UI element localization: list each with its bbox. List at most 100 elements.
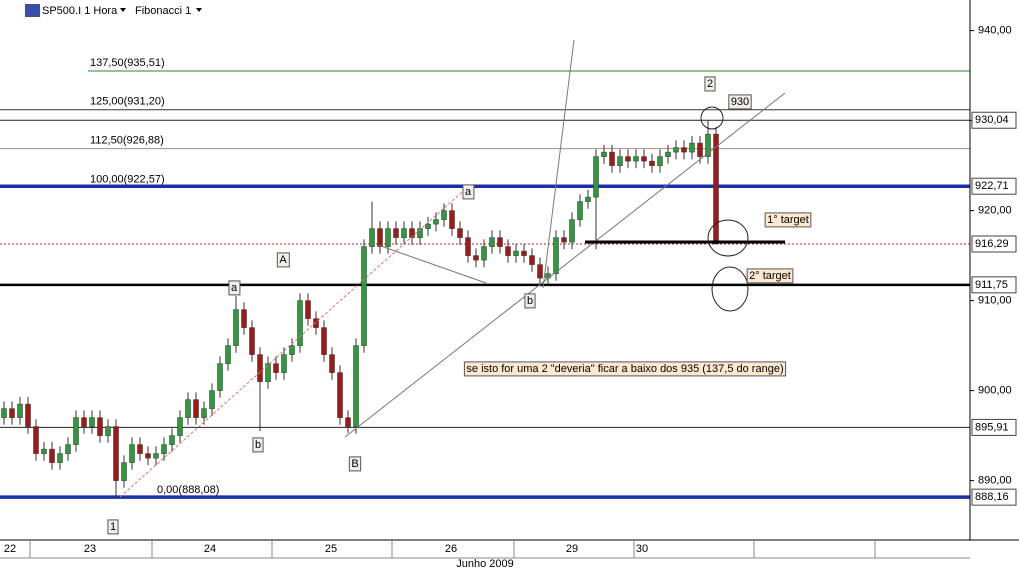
candle-body <box>337 372 343 418</box>
annotation: 2° target <box>749 270 791 282</box>
candle-body <box>137 444 143 454</box>
candle-body <box>513 250 519 256</box>
dropdown-arrow[interactable] <box>196 8 202 12</box>
candle-body <box>353 345 359 427</box>
candle-body <box>321 327 327 355</box>
x-tick-label: 30 <box>636 543 648 555</box>
candle-body <box>377 228 383 247</box>
price-badge <box>971 488 1017 506</box>
candle-body <box>129 444 135 463</box>
candle-body <box>537 264 543 279</box>
candle-body <box>289 345 295 355</box>
candle-body <box>609 151 615 166</box>
candle-body <box>489 237 495 247</box>
candle-body <box>457 228 463 238</box>
price-badge-label: 895,91 <box>975 421 1009 433</box>
y-tick-label: 890,00 <box>978 475 1012 487</box>
candle-body <box>713 133 719 245</box>
candle-body <box>193 399 199 418</box>
price-badge <box>971 111 1017 129</box>
trend-line <box>344 92 786 438</box>
candle-body <box>497 237 503 247</box>
candle-body <box>201 408 207 418</box>
y-tick-label: 910,00 <box>978 295 1012 307</box>
candle-body <box>249 327 255 355</box>
candle-body <box>449 210 455 229</box>
price-badge-label: 916,29 <box>975 238 1009 250</box>
price-badge-label: 888,16 <box>975 491 1009 503</box>
annotations: 2 930 a Aa b b B 1 1° target 2° target se isto for… <box>107 76 812 535</box>
fib-label: 137,50(935,51) <box>90 57 165 69</box>
candle-body <box>393 228 399 238</box>
candle-body <box>417 228 423 238</box>
candle-body <box>169 435 175 445</box>
annotation: b <box>255 439 261 451</box>
candle-body <box>313 318 319 328</box>
candle-body <box>305 300 311 319</box>
candle-body <box>409 228 415 238</box>
candle-body <box>617 156 623 166</box>
x-tick-label: 24 <box>204 543 216 555</box>
candle-body <box>233 309 239 346</box>
price-badge <box>971 235 1017 253</box>
annotation-box <box>463 361 787 377</box>
candle-body <box>81 417 87 427</box>
candle-body <box>113 426 119 481</box>
fib-label: 125,00(931,20) <box>90 96 165 108</box>
candle-body <box>657 156 663 166</box>
candle-body <box>97 417 103 436</box>
price-badge <box>971 276 1017 294</box>
candle-body <box>529 255 535 265</box>
y-tick-label: 940,00 <box>978 25 1012 37</box>
candle-body <box>41 448 47 454</box>
fib-label: 112,50(926,88) <box>90 135 164 147</box>
annotation: b <box>527 295 533 307</box>
annotation-box <box>228 280 241 296</box>
circle-mark <box>707 219 749 257</box>
candle-body <box>369 228 375 247</box>
price-badge-label: 930,04 <box>975 114 1009 126</box>
candle-body <box>521 250 527 256</box>
annotation-box <box>704 76 716 92</box>
annotation: 2 <box>707 78 713 90</box>
candle-body <box>161 444 167 454</box>
candle-body <box>257 354 263 382</box>
candle-body <box>329 354 335 373</box>
candle-body <box>465 237 471 256</box>
chart-title[interactable]: SP500.I 1 Hora <box>42 5 118 17</box>
annotation: 1 <box>110 521 116 533</box>
fib-label: 100,00(922,57) <box>90 173 165 185</box>
candle-body <box>241 309 247 328</box>
candle-body <box>681 147 687 153</box>
annotation-box <box>764 212 812 228</box>
candle-body <box>633 156 639 162</box>
candle-body <box>385 228 391 247</box>
annotation-box <box>348 456 362 472</box>
candle-body <box>561 237 567 243</box>
candle-body <box>689 142 695 153</box>
indicator-name[interactable]: Fibonacci 1 <box>135 5 191 17</box>
candle-body <box>673 147 679 153</box>
price-badge <box>971 177 1017 195</box>
annotation-box <box>524 293 536 309</box>
trend-line <box>119 184 471 498</box>
candle-body <box>185 399 191 418</box>
y-tick-label: 900,00 <box>978 385 1012 397</box>
annotation: 1° target <box>767 214 809 226</box>
candle-body <box>177 417 183 436</box>
candle-body <box>145 453 151 459</box>
fib-label: 0,00(888,08) <box>157 484 219 496</box>
candle-body <box>401 228 407 238</box>
candle-body <box>297 300 303 346</box>
annotation-box <box>728 94 752 110</box>
grid: 137,50(935,51) 125,00(931,20) 112,50(926,8… <box>0 57 970 499</box>
candle-body <box>601 151 607 157</box>
candle-body <box>569 219 575 243</box>
candle-body <box>697 142 703 157</box>
candle-body <box>25 403 31 427</box>
candle-body <box>641 156 647 162</box>
candle-body <box>473 255 479 261</box>
candle-body <box>225 345 231 364</box>
dropdown-arrow[interactable] <box>120 8 126 12</box>
